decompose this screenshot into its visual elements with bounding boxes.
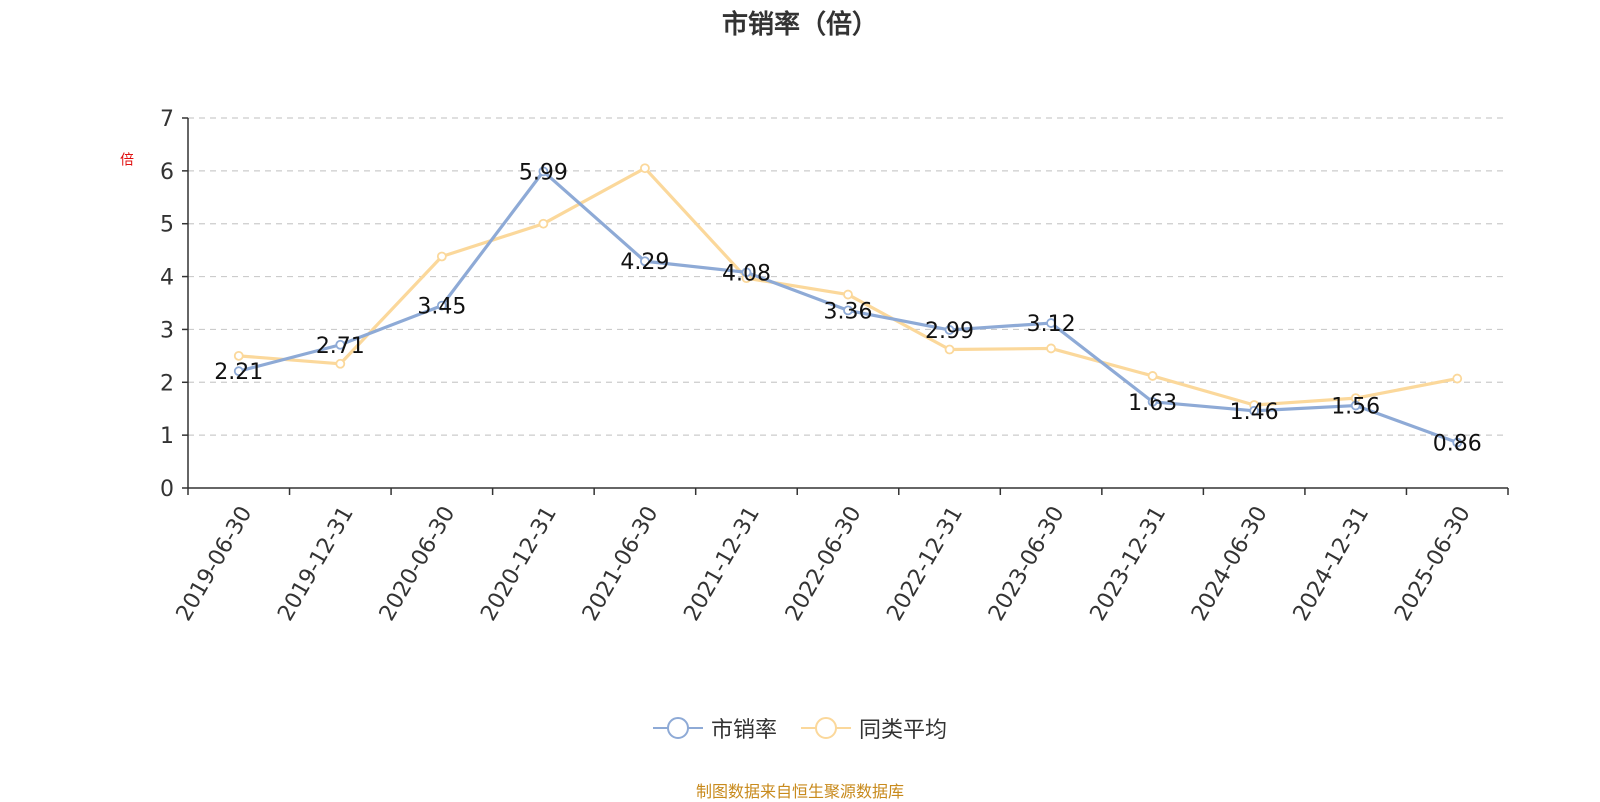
x-tick-label: 2020-12-31: [476, 502, 562, 625]
data-point-2: [843, 289, 853, 300]
x-tick-label: 2024-12-31: [1289, 502, 1375, 625]
data-label: 0.86: [1433, 432, 1482, 457]
x-tick-label: 2020-06-30: [375, 502, 461, 625]
data-label: 3.45: [417, 295, 466, 320]
y-tick-label: 0: [160, 477, 174, 502]
legend: 市销率 同类平均: [0, 712, 1600, 744]
data-point-1: [1147, 396, 1158, 407]
y-axis-unit-label: 倍: [118, 152, 134, 166]
x-tick-label: 2025-06-30: [1390, 502, 1476, 625]
data-point-1: [741, 267, 752, 278]
y-tick-label: 5: [160, 213, 174, 238]
data-label: 2.21: [214, 360, 263, 385]
data-point-1: [1350, 400, 1361, 411]
data-label: 4.08: [722, 261, 771, 286]
x-tick-label: 2023-06-30: [984, 502, 1070, 625]
data-point-2: [1452, 373, 1463, 384]
data-point-1: [233, 366, 244, 377]
data-point-1: [640, 256, 650, 267]
data-label: 4.29: [620, 250, 669, 275]
legend-swatch-series-1: [652, 716, 703, 740]
data-point-2: [436, 251, 447, 262]
data-point-1: [1046, 318, 1056, 328]
legend-item-series-2[interactable]: 同类平均: [801, 712, 947, 744]
data-point-2: [1046, 343, 1056, 354]
y-tick-label: 3: [160, 318, 174, 343]
data-point-1: [944, 325, 955, 335]
data-label: 1.63: [1128, 391, 1177, 416]
x-tick-label: 2022-12-31: [882, 502, 968, 625]
y-tick-label: 1: [160, 424, 174, 449]
y-tick-label: 2: [160, 371, 174, 396]
legend-label-series-2: 同类平均: [859, 718, 948, 743]
data-labels: 2.21 2.71 3.45 5.99 4.29 4.08 3.36 2.99 3.12 1.63…: [214, 160, 1481, 456]
data-point-1: [1452, 437, 1463, 448]
x-tick-label: 2021-12-31: [679, 502, 765, 625]
chart-title: 市销率（倍）: [721, 10, 878, 40]
data-point-2: [335, 358, 346, 369]
x-tick-label: 2019-12-31: [273, 502, 359, 625]
data-point-1: [538, 166, 549, 177]
data-point-2: [1147, 371, 1158, 381]
data-point-1: [1249, 405, 1260, 416]
data-point-2: [640, 163, 650, 174]
x-tick-label: 2019-06-30: [172, 502, 258, 625]
x-tick-label: 2021-06-30: [578, 502, 664, 625]
data-label: 1.46: [1230, 400, 1279, 425]
y-tick-label: 6: [160, 160, 174, 185]
source-note: 制图数据来自恒生聚源数据库: [695, 782, 904, 801]
data-label: 5.99: [519, 160, 568, 185]
y-axis: 0 1 2 3 4 5 6 7: [160, 107, 189, 502]
y-tick-label: 7: [160, 107, 174, 132]
legend-swatch-series-2: [801, 716, 851, 740]
data-label: 2.99: [925, 319, 974, 344]
data-label: 3.36: [824, 299, 873, 324]
legend-label-series-1: 市销率: [710, 718, 777, 743]
data-point-2: [538, 218, 549, 229]
y-tick-label: 4: [160, 266, 174, 291]
data-point-1: [436, 300, 447, 311]
series-layer: [233, 163, 1463, 448]
x-tick-label: 2023-12-31: [1086, 502, 1172, 625]
data-label: 1.56: [1331, 395, 1380, 420]
data-point-1: [843, 305, 853, 316]
data-label: 3.12: [1027, 312, 1076, 337]
gridlines: [188, 117, 1508, 436]
series-line-2: [238, 166, 1458, 407]
x-tick-label: 2024-06-30: [1187, 502, 1273, 625]
data-point-2: [233, 350, 244, 361]
data-point-1: [335, 339, 346, 350]
data-point-2: [944, 344, 955, 355]
legend-item-series-1[interactable]: 市销率: [652, 712, 777, 744]
data-label: 2.71: [316, 334, 365, 359]
x-tick-label: 2022-06-30: [781, 502, 867, 625]
x-axis: 2019-06-30 2019-12-31 2020-06-30 2020-12-31…: [172, 487, 1509, 625]
